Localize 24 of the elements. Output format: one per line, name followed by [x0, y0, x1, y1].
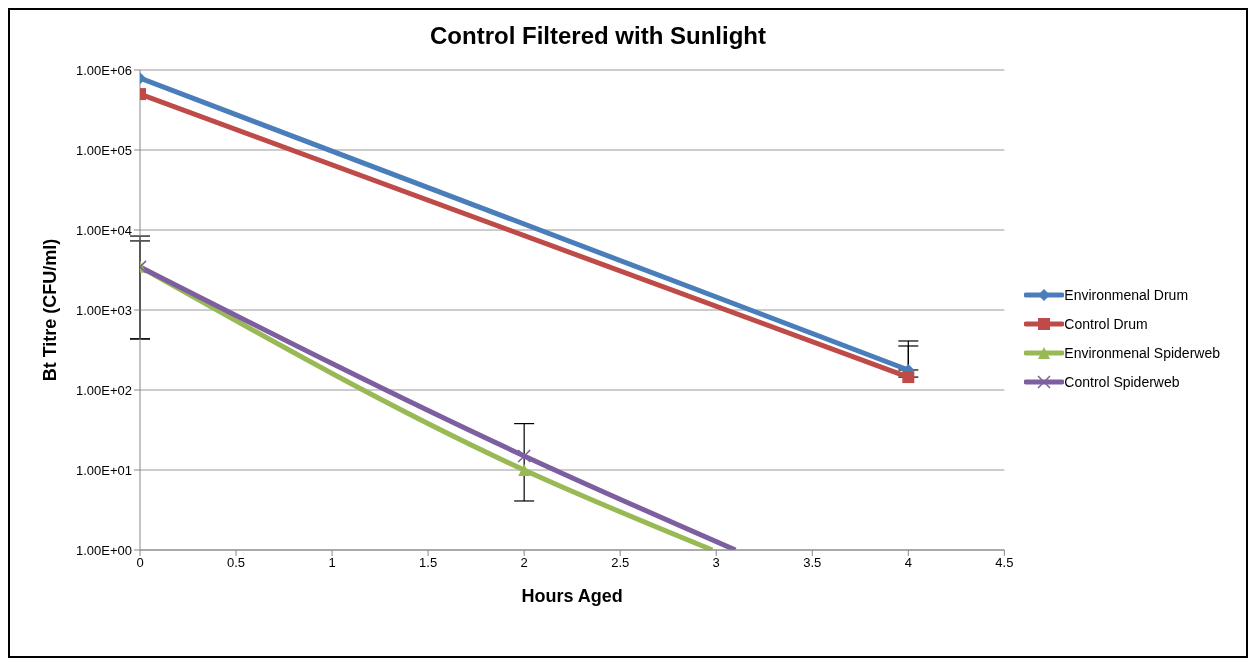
x-tick-label: 0.5 [227, 555, 246, 571]
chart-title: Control Filtered with Sunlight [429, 22, 767, 50]
x-tick-label: 0 [136, 555, 144, 571]
legend-label: Environmenal Spiderweb [1064, 345, 1220, 361]
y-tick-label: 1.00E+01 [75, 462, 132, 478]
y-axis-title: Bt Titre (CFU/ml) [40, 238, 61, 382]
legend-label: Environmenal Drum [1064, 287, 1189, 303]
y-tick-label: 1.00E+06 [75, 62, 132, 78]
y-tick-label: 1.00E+00 [75, 542, 132, 558]
y-tick-label: 1.00E+05 [75, 142, 132, 158]
x-axis-title: Hours Aged [521, 586, 623, 606]
x-tick-label: 3.5 [803, 555, 822, 571]
x-tick-label: 1.5 [419, 555, 438, 571]
y-tick-label: 1.00E+03 [75, 302, 132, 318]
x-tick-label: 4 [904, 555, 912, 571]
y-tick-label: 1.00E+02 [75, 382, 132, 398]
legend-label: Control Spiderweb [1064, 374, 1180, 390]
x-tick-label: 2.5 [611, 555, 630, 571]
x-tick-label: 2 [520, 555, 528, 571]
x-tick-label: 3 [712, 555, 720, 571]
x-tick-label: 1 [328, 555, 336, 571]
x-tick-label: 4.5 [995, 555, 1014, 571]
y-tick-label: 1.00E+04 [75, 222, 132, 238]
legend-label: Control Drum [1064, 316, 1148, 332]
